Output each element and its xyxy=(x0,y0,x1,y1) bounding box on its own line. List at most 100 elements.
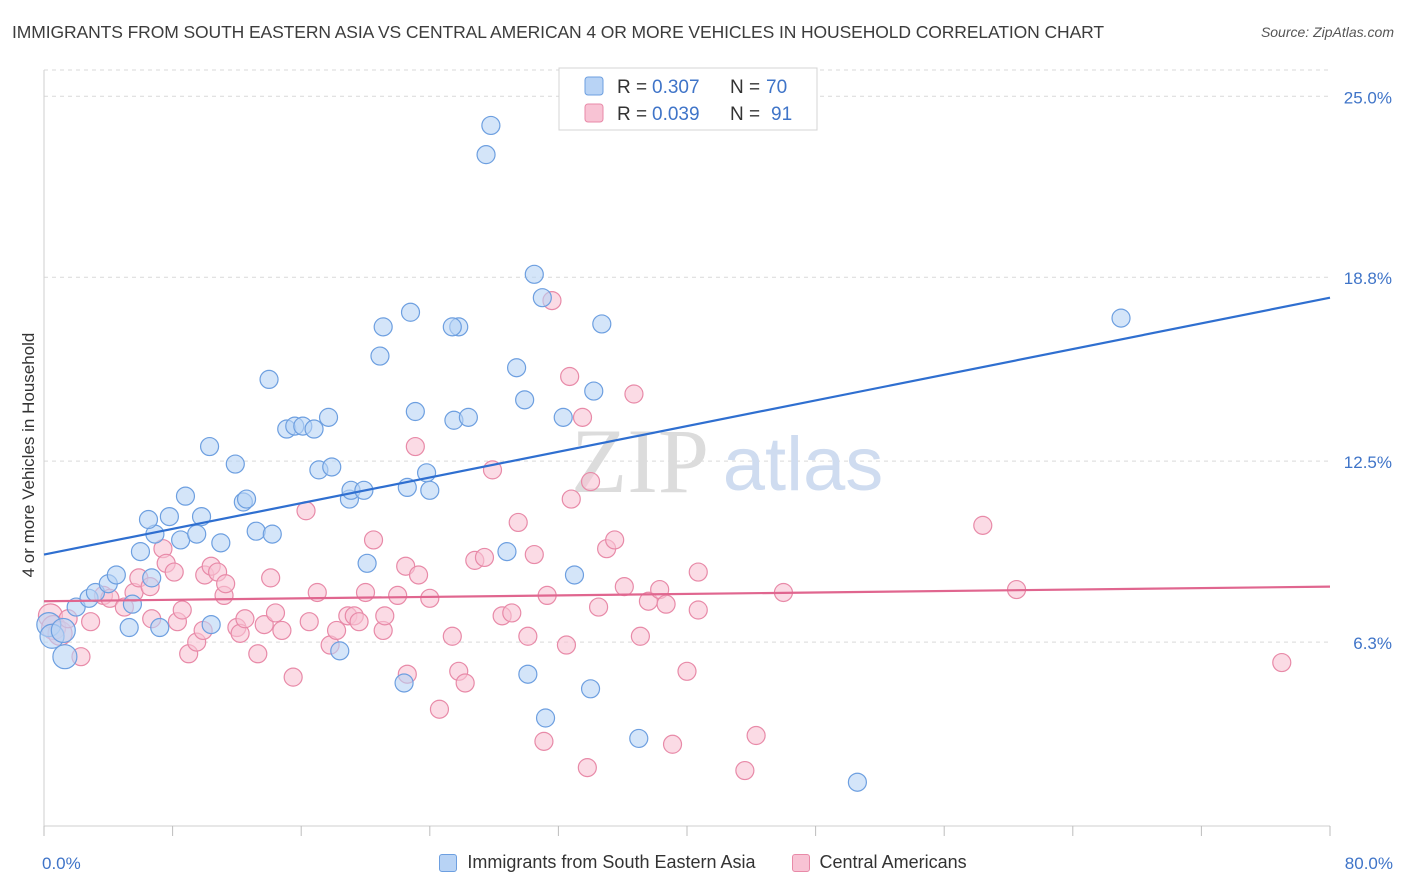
central-americans-point xyxy=(326,620,347,641)
se-asia-point xyxy=(225,454,245,474)
central-americans-point xyxy=(624,384,644,404)
se-asia-point xyxy=(171,530,191,550)
se-asia-point xyxy=(130,542,151,562)
legend-top: R = 0.307 N = 70 R = 0.039 N = 91 xyxy=(558,67,818,131)
x-tick-labels: 0.0% 80.0% xyxy=(42,854,1393,873)
se-asia-point xyxy=(532,288,552,308)
legend-label-se-asia: Immigrants from South Eastern Asia xyxy=(467,852,756,872)
central-americans-point xyxy=(363,530,384,550)
central-americans-point xyxy=(746,725,766,746)
central-americans-point xyxy=(429,699,450,719)
central-americans-point xyxy=(405,436,425,457)
central-americans-point xyxy=(408,565,429,585)
se-asia-point xyxy=(304,419,324,439)
central-americans-point xyxy=(216,574,236,594)
se-asia-point xyxy=(442,317,462,337)
se-asia-point xyxy=(122,594,143,614)
se-asia-point xyxy=(535,708,556,728)
se-asia-point xyxy=(524,264,544,284)
legend-n-label-pink: N = xyxy=(730,104,760,125)
se-asia-point xyxy=(515,390,535,410)
se-asia-point xyxy=(187,524,207,544)
y-axis-label: 4 or more Vehicles in Household xyxy=(19,333,38,578)
y-tick-label: 12.5% xyxy=(1344,453,1392,472)
se-asia-point xyxy=(420,480,440,500)
central-americans-point xyxy=(474,547,495,568)
se-asia-point xyxy=(373,317,393,337)
se-asia-point xyxy=(592,314,612,334)
central-americans-point xyxy=(688,562,708,582)
se-asia-trend-line xyxy=(43,296,1331,556)
central-americans-point xyxy=(164,562,184,582)
chart-title: IMMIGRANTS FROM SOUTH EASTERN ASIA VS CE… xyxy=(12,22,1104,42)
se-asia-point xyxy=(553,407,573,427)
se-asia-point xyxy=(458,407,478,427)
se-asia-point xyxy=(580,679,601,699)
se-asia-point xyxy=(481,115,501,136)
legend-swatch-central-americans xyxy=(791,853,810,872)
se-asia-point xyxy=(201,614,221,635)
central-americans-point xyxy=(81,612,101,632)
central-americans-point xyxy=(534,731,554,751)
se-asia-point xyxy=(106,565,126,585)
se-asia-point xyxy=(211,533,231,553)
central-americans-point xyxy=(265,603,286,623)
central-americans-point xyxy=(605,530,625,550)
central-americans-point xyxy=(248,644,268,664)
x-tick-label: 0.0% xyxy=(42,854,81,873)
grid-lines xyxy=(44,69,1330,643)
trend-lines xyxy=(43,296,1331,603)
central-americans-point xyxy=(735,760,755,781)
se-asia-point xyxy=(847,772,867,792)
source-credit: Source: ZipAtlas.com xyxy=(1260,24,1394,40)
se-asia-point xyxy=(370,346,390,366)
central-americans-point xyxy=(388,585,408,606)
se-asia-point xyxy=(50,617,76,644)
legend-swatch-blue xyxy=(584,76,604,96)
legend-n-value-blue: 70 xyxy=(766,77,787,98)
central-americans-trend-line xyxy=(43,585,1331,603)
legend-label-central-americans: Central Americans xyxy=(819,852,967,872)
legend-r-value-blue: 0.307 xyxy=(652,77,700,98)
y-tick-label: 18.8% xyxy=(1344,269,1392,288)
central-americans-point xyxy=(560,366,580,387)
central-americans-point xyxy=(614,577,634,597)
se-asia-point xyxy=(400,302,421,322)
se-asia-point xyxy=(497,542,517,562)
se-asia-point xyxy=(518,664,538,684)
legend-n-label-blue: N = xyxy=(730,77,760,98)
se-asia-point xyxy=(138,509,159,530)
se-asia-point xyxy=(150,617,170,638)
se-asia-point xyxy=(259,369,279,390)
central-americans-point xyxy=(508,512,528,533)
legend-item-central-americans: Central Americans xyxy=(791,852,967,873)
central-americans-point xyxy=(688,600,708,620)
se-asia-point xyxy=(394,673,414,693)
axes xyxy=(43,70,1331,836)
central-americans-point xyxy=(677,661,697,681)
central-americans-point xyxy=(375,606,395,626)
se-asia-point xyxy=(236,489,257,509)
central-americans-point xyxy=(630,626,650,646)
central-americans-point xyxy=(502,603,522,623)
se-asia-point xyxy=(175,486,196,506)
central-americans-point xyxy=(973,515,993,535)
se-asia-point xyxy=(476,145,496,165)
se-asia-point xyxy=(1111,308,1131,328)
legend-item-se-asia: Immigrants from South Eastern Asia xyxy=(439,852,756,873)
central-americans-point xyxy=(1272,652,1292,673)
central-americans-points xyxy=(37,290,1292,781)
central-americans-point xyxy=(235,609,255,629)
central-americans-point xyxy=(588,597,609,617)
central-americans-point xyxy=(299,612,319,632)
central-americans-point xyxy=(355,582,376,603)
se-asia-point xyxy=(507,358,527,378)
se-asia-points xyxy=(36,115,1131,792)
se-asia-point xyxy=(262,524,282,544)
central-americans-point xyxy=(518,626,538,646)
legend-swatch-pink xyxy=(584,103,604,123)
se-asia-point xyxy=(246,521,266,541)
se-asia-point xyxy=(330,641,350,661)
watermark: ZIP atlas xyxy=(571,410,883,512)
